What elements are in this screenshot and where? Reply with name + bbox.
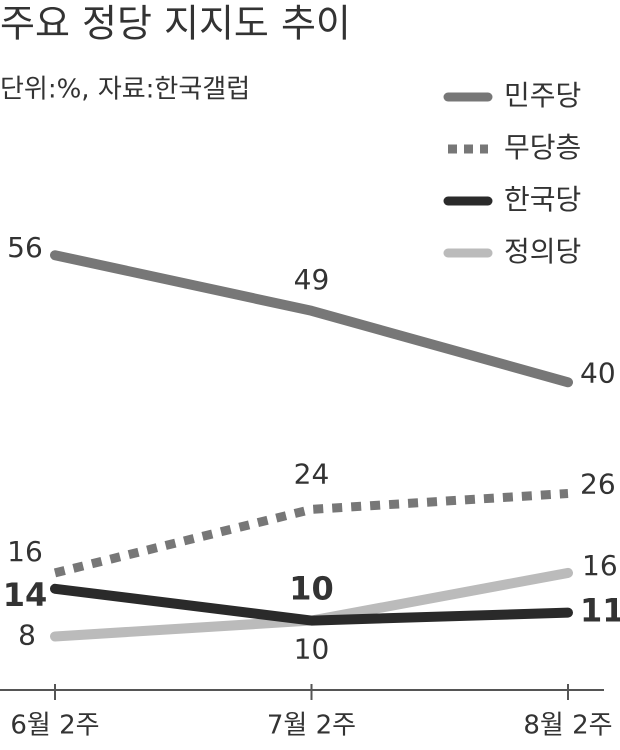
chart-title: 주요 정당 지지도 추이 [0,2,351,46]
data-label: 24 [294,457,330,490]
x-tick-label: 8월 2주 [523,711,612,741]
data-label: 10 [294,633,330,666]
chart-subtitle: 단위:%, 자료:한국갤럽 [0,75,250,105]
data-label: 49 [294,263,330,296]
series-line [50,583,573,626]
data-label: 16 [582,549,618,582]
data-label: 26 [580,467,616,500]
series-line [50,250,573,388]
data-label: 10 [289,570,334,608]
x-tick-label: 6월 2주 [10,711,99,741]
data-label: 11 [580,592,620,630]
legend-label: 정의당 [504,235,581,268]
data-label: 8 [18,618,36,651]
legend-label: 무당층 [504,131,581,164]
data-label: 56 [7,231,43,264]
data-label: 16 [7,535,43,568]
data-label: 14 [3,576,48,614]
legend-label: 한국당 [504,183,581,216]
x-tick-label: 7월 2주 [267,711,356,741]
data-label: 40 [580,356,616,389]
series-line [53,488,569,578]
legend-label: 민주당 [504,79,581,112]
